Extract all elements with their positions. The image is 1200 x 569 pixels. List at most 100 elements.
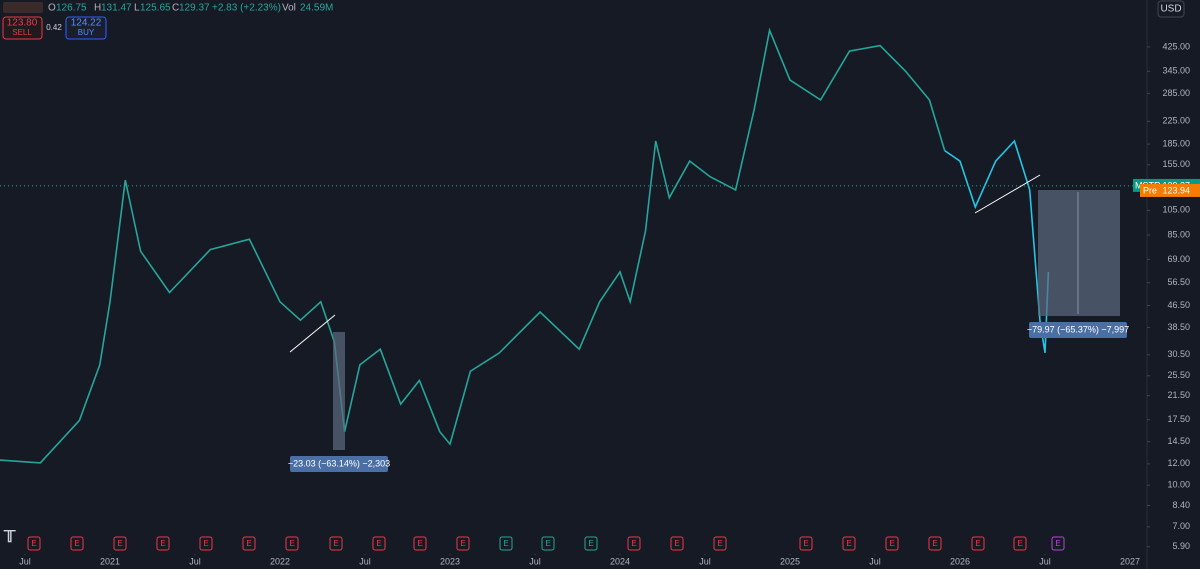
trend-line[interactable]: [974, 174, 1041, 214]
y-tick-label: 8.40: [1172, 500, 1190, 510]
earnings-label: E: [889, 539, 894, 548]
earnings-marker[interactable]: [456, 536, 470, 551]
measure-label: −79.97 (−65.37%) −7,997: [1027, 324, 1129, 334]
y-tick-label: 56.50: [1167, 277, 1190, 287]
x-tick-label: 2027: [1120, 556, 1140, 566]
x-tick-label: Jul: [869, 556, 881, 566]
y-tick-label: 30.50: [1167, 349, 1190, 359]
earnings-marker[interactable]: [27, 536, 41, 551]
symbol-icon[interactable]: [3, 2, 43, 13]
x-tick-label: Jul: [529, 556, 541, 566]
ohlc-low: 125.65: [140, 3, 171, 14]
earnings-marker[interactable]: [499, 536, 513, 551]
y-tick-label: 25.50: [1167, 370, 1190, 380]
currency-button[interactable]: [1157, 0, 1185, 18]
trend-line[interactable]: [289, 314, 336, 353]
premarket-tag: [1140, 183, 1200, 197]
measure-label-box: [1029, 322, 1127, 338]
earnings-marker[interactable]: [971, 536, 985, 551]
spread: 0.42: [46, 23, 62, 32]
earnings-marker[interactable]: [285, 536, 299, 551]
y-tick-label: 85.00: [1167, 229, 1190, 239]
earnings-label: E: [333, 539, 338, 548]
earnings-label: E: [545, 539, 550, 548]
earnings-marker[interactable]: [70, 536, 84, 551]
y-tick-label: 21.50: [1167, 390, 1190, 400]
earnings-label: E: [289, 539, 294, 548]
earnings-label: E: [460, 539, 465, 548]
earnings-label: E: [717, 539, 722, 548]
buy-button[interactable]: [65, 16, 107, 40]
y-tick-label: 17.50: [1167, 414, 1190, 424]
x-tick-label: 2022: [270, 556, 290, 566]
earnings-marker[interactable]: [842, 536, 856, 551]
premarket-label: 123.94: [1162, 185, 1190, 195]
ohlc-high-label: H: [94, 3, 101, 14]
x-tick-label: 2025: [780, 556, 800, 566]
x-tick-label: 2023: [440, 556, 460, 566]
buy-price: 124.22: [71, 18, 102, 29]
x-tick-label: Jul: [19, 556, 31, 566]
earnings-label: E: [846, 539, 851, 548]
earnings-marker[interactable]: [928, 536, 942, 551]
earnings-marker[interactable]: [584, 536, 598, 551]
y-tick-label: 345.00: [1162, 66, 1190, 76]
earnings-marker[interactable]: [329, 536, 343, 551]
measure-label: −23.03 (−63.14%) −2,303: [288, 458, 390, 468]
measure-box[interactable]: [1038, 190, 1120, 316]
earnings-marker[interactable]: [799, 536, 813, 551]
sell-button[interactable]: [2, 16, 43, 40]
y-tick-label: 425.00: [1162, 41, 1190, 51]
ohlc-open-label: O: [48, 3, 56, 14]
y-tick-label: 69.00: [1167, 254, 1190, 264]
earnings-label: E: [160, 539, 165, 548]
earnings-label: E: [588, 539, 593, 548]
y-tick-label: 225.00: [1162, 116, 1190, 126]
earnings-marker[interactable]: [713, 536, 727, 551]
earnings-label: E: [376, 539, 381, 548]
earnings-marker[interactable]: [885, 536, 899, 551]
y-tick-label: 7.00: [1172, 521, 1190, 531]
y-tick-label: 185.00: [1162, 139, 1190, 149]
x-tick-label: 2021: [100, 556, 120, 566]
earnings-marker[interactable]: [199, 536, 213, 551]
earnings-label: E: [975, 539, 980, 548]
y-tick-label: 155.00: [1162, 159, 1190, 169]
y-tick-label: 10.00: [1167, 480, 1190, 490]
earnings-marker[interactable]: [627, 536, 641, 551]
earnings-marker[interactable]: [372, 536, 386, 551]
earnings-marker[interactable]: [1013, 536, 1027, 551]
earnings-label: E: [503, 539, 508, 548]
ohlc-close-label: C: [172, 3, 179, 14]
earnings-marker[interactable]: [242, 536, 256, 551]
earnings-marker[interactable]: [413, 536, 427, 551]
x-tick-label: 2026: [950, 556, 970, 566]
earnings-label: E: [631, 539, 636, 548]
ohlc-low-label: L: [134, 3, 140, 14]
x-tick-label: Jul: [189, 556, 201, 566]
earnings-label: E: [246, 539, 251, 548]
measure-box[interactable]: [333, 332, 345, 450]
price-line: [0, 27, 946, 464]
earnings-label: E: [417, 539, 422, 548]
earnings-label: E: [932, 539, 937, 548]
earnings-marker[interactable]: [670, 536, 684, 551]
earnings-label: E: [1017, 539, 1022, 548]
y-tick-label: 12.00: [1167, 458, 1190, 468]
earnings-marker[interactable]: [113, 536, 127, 551]
ohlc-open: 126.75: [56, 3, 87, 14]
premarket-symbol: Pre: [1143, 185, 1157, 195]
y-tick-label: 14.50: [1167, 436, 1190, 446]
earnings-label: E: [1055, 539, 1060, 548]
earnings-label: E: [74, 539, 79, 548]
currency: USD: [1160, 4, 1181, 15]
x-tick-label: Jul: [699, 556, 711, 566]
earnings-label: E: [203, 539, 208, 548]
earnings-marker[interactable]: [541, 536, 555, 551]
earnings-marker[interactable]: [156, 536, 170, 551]
earnings-marker[interactable]: [1051, 536, 1065, 551]
y-tick-label: 285.00: [1162, 88, 1190, 98]
